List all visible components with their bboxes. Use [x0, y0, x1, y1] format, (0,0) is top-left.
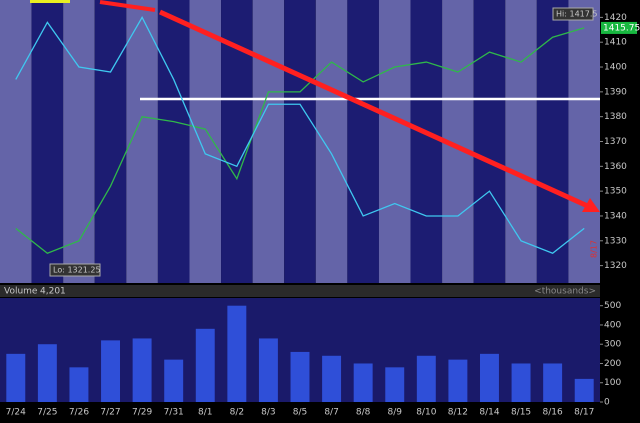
arrowhead — [582, 198, 600, 212]
volume-bar — [6, 353, 26, 402]
y-tick-label: 100 — [604, 378, 621, 388]
y-tick-label: 1360 — [604, 162, 627, 172]
y-tick-label: 1390 — [604, 87, 627, 97]
volume-bar — [574, 378, 594, 402]
x-tick-label: 7/25 — [37, 408, 57, 418]
session-band — [536, 0, 569, 283]
session-band — [189, 0, 222, 283]
session-band — [157, 0, 190, 283]
volume-bar — [69, 367, 89, 402]
y-tick-label: 1330 — [604, 236, 627, 246]
last-price-box — [601, 21, 637, 34]
session-band — [568, 0, 600, 283]
y-tick-label: 1400 — [604, 63, 627, 73]
session-band — [126, 0, 158, 283]
x-tick-label: 8/10 — [416, 408, 436, 418]
volume-bar — [132, 338, 152, 402]
session-band — [0, 0, 32, 283]
session-band — [378, 0, 411, 283]
session-band — [347, 0, 379, 283]
series-line — [15, 16, 585, 254]
y-tick-label: 0 — [604, 398, 610, 408]
volume-bar — [258, 338, 278, 402]
x-tick-label: 8/5 — [293, 408, 307, 418]
x-tick-label: 8/12 — [448, 408, 468, 418]
x-tick-label: 7/29 — [132, 408, 152, 418]
volume-bar — [101, 340, 120, 402]
volume-units: <thousands> — [534, 287, 596, 297]
y-tick-label: 1320 — [604, 261, 627, 271]
volume-bar — [511, 363, 531, 402]
y-tick-label: 400 — [604, 320, 621, 330]
session-band — [63, 0, 95, 283]
x-tick-label: 8/9 — [387, 408, 402, 418]
y-tick-label: 1410 — [604, 38, 627, 48]
volume-value: 4,201 — [40, 287, 66, 297]
low-label: Lo: 1321.25 — [53, 266, 101, 275]
x-tick-label: 8/3 — [261, 408, 275, 418]
label-box — [49, 263, 101, 277]
y-tick-label: 300 — [604, 340, 621, 350]
session-band — [252, 0, 285, 283]
session-band — [473, 0, 506, 283]
session-band — [410, 0, 443, 283]
arrow — [99, 0, 156, 12]
x-tick-label: 7/24 — [6, 408, 26, 418]
panel-header — [0, 285, 600, 297]
volume-bar — [37, 344, 57, 402]
x-tick-label: 8/16 — [543, 408, 563, 418]
volume-bar — [480, 353, 499, 402]
arrow — [158, 9, 594, 211]
x-tick-label: 8/7 — [324, 408, 338, 418]
volume-bar — [227, 305, 247, 402]
x-tick-label: 8/17 — [574, 408, 594, 418]
marker — [30, 0, 70, 3]
label-box — [552, 7, 594, 21]
volume-bar — [164, 359, 184, 402]
y-tick-label: 1420 — [604, 13, 627, 23]
volume-bar — [385, 367, 405, 402]
y-tick-label: 200 — [604, 359, 621, 369]
y-tick-label: 500 — [604, 301, 621, 311]
x-tick-label: 8/15 — [511, 408, 531, 418]
x-tick-label: 8/2 — [230, 408, 244, 418]
y-tick-label: 1340 — [604, 211, 627, 221]
session-band — [31, 0, 64, 283]
volume-bar — [290, 351, 310, 402]
session-band — [315, 0, 348, 283]
high-label: Hi: 1417.5 — [556, 10, 597, 19]
volume-bar — [353, 363, 373, 402]
volume-bar — [322, 355, 342, 402]
x-tick-label: 7/27 — [100, 408, 120, 418]
date-label: 8/17 — [590, 240, 599, 258]
volume-bar — [416, 355, 436, 402]
volume-bar — [448, 359, 468, 402]
volume-bar — [543, 363, 563, 402]
session-band — [284, 0, 316, 283]
x-tick-label: 8/1 — [198, 408, 212, 418]
series-line — [15, 27, 585, 254]
x-tick-label: 8/8 — [356, 408, 371, 418]
session-band — [94, 0, 127, 283]
x-tick-label: 7/26 — [69, 408, 89, 418]
x-tick-label: 8/14 — [479, 408, 499, 418]
x-tick-label: 7/31 — [164, 408, 184, 418]
y-tick-label: 1350 — [604, 187, 627, 197]
volume-title: Volume — [4, 287, 38, 297]
y-tick-label: 1380 — [604, 112, 627, 122]
y-tick-label: 1370 — [604, 137, 627, 147]
volume-bar — [195, 328, 215, 402]
last-price: 1415.75 — [603, 23, 640, 33]
session-band — [505, 0, 537, 283]
